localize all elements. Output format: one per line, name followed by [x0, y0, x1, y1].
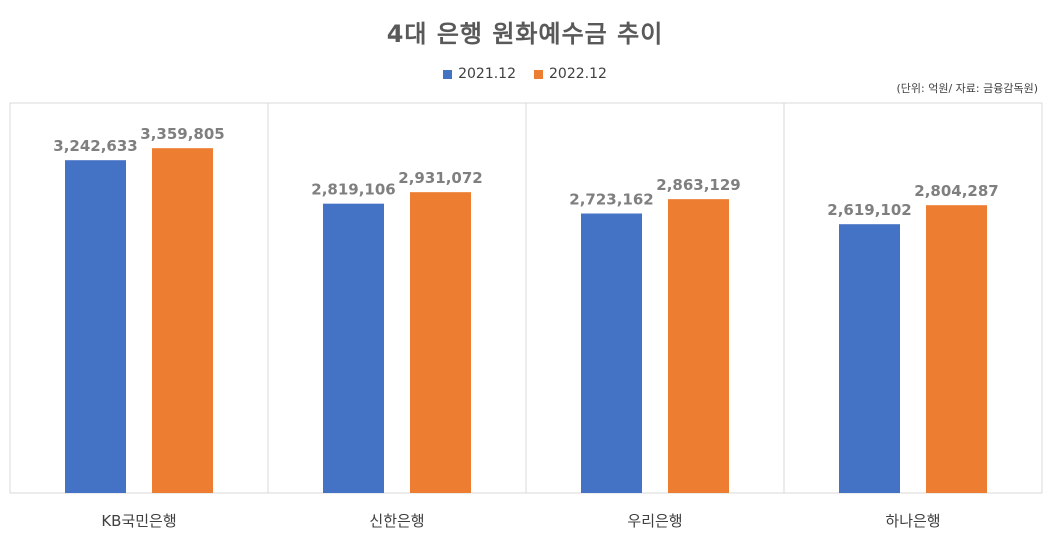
data-label: 3,242,633 — [53, 137, 137, 155]
legend-label-2022: 2022.12 — [549, 66, 607, 82]
bar-2022 — [152, 148, 213, 493]
bar-2022 — [926, 205, 987, 494]
unit-note: (단위: 억원/ 자료: 금융감독원) — [896, 82, 1038, 95]
bar-2022 — [668, 199, 729, 493]
category-label: 우리은행 — [627, 512, 682, 530]
bar-2021 — [323, 203, 384, 493]
legend-item-2022: 2022.12 — [534, 66, 607, 82]
category-label: 하나은행 — [885, 512, 940, 530]
data-label: 2,819,106 — [311, 181, 395, 199]
category-label: KB국민은행 — [101, 512, 176, 530]
legend: 2021.12 2022.12 — [0, 66, 1050, 82]
legend-swatch-2022 — [534, 69, 543, 79]
legend-label-2021: 2021.12 — [458, 66, 516, 82]
data-label: 2,863,129 — [656, 176, 740, 194]
bar-2021 — [581, 213, 642, 493]
category-label: 신한은행 — [369, 512, 424, 530]
legend-item-2021: 2021.12 — [443, 66, 516, 82]
data-label: 2,619,102 — [827, 201, 911, 219]
bar-2021 — [65, 160, 126, 493]
legend-swatch-2021 — [443, 69, 453, 79]
chart-title: 4대 은행 원화예수금 추이 — [386, 20, 664, 48]
data-label: 2,723,162 — [569, 191, 653, 209]
data-label: 3,359,805 — [140, 125, 224, 143]
data-label: 2,804,287 — [914, 182, 998, 200]
bar-2021 — [839, 224, 900, 493]
bar-2022 — [410, 192, 471, 494]
data-label: 2,931,072 — [398, 169, 482, 187]
